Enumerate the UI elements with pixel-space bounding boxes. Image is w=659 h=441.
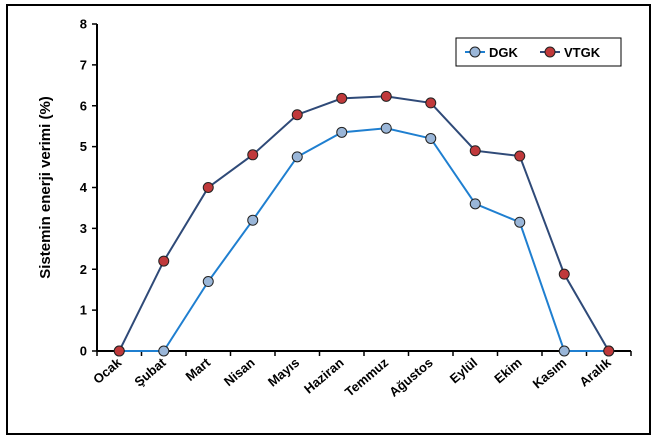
x-tick-label: Kasım [530,355,570,392]
x-tick-label: Mayıs [265,355,302,390]
y-tick-label: 8 [80,17,87,32]
y-tick-label: 2 [80,262,87,277]
data-point [336,126,348,138]
y-tick-label: 3 [80,221,87,236]
data-point [380,90,392,102]
x-tick-label: Nisan [221,355,258,389]
x-tick-label: Şubat [131,354,169,389]
axes [96,24,631,352]
data-point [247,214,259,226]
data-point [291,151,303,163]
data-point [247,149,259,161]
legend-marker [544,46,556,58]
data-point [158,255,170,267]
data-point [514,150,526,162]
data-point [425,132,437,144]
x-tick-label: Ağustos [386,355,435,400]
series-line [119,127,609,352]
data-point [202,276,214,288]
series-line [118,95,610,352]
series-vtgk [113,90,615,357]
data-point [380,122,392,134]
y-tick-label: 5 [80,139,87,154]
y-tick-label: 7 [80,57,87,72]
x-tick-label: Eylül [447,355,480,386]
data-point [469,145,481,157]
x-tick-label: Ocak [90,354,125,386]
data-point [558,268,570,280]
data-point [158,345,170,357]
x-tick-label: Aralık [576,354,614,389]
data-point [113,345,125,357]
data-point [558,345,570,357]
y-tick-label: 4 [80,180,88,195]
data-point [514,216,526,228]
y-tick-label: 1 [80,303,87,318]
legend-marker [469,46,481,58]
series-layer [113,90,615,357]
x-tick-label: Ekim [491,355,524,386]
data-point [336,92,348,104]
x-tick-label: Temmuz [342,354,392,399]
x-tick-label: Mart [183,354,214,384]
legend: DGK VTGK [455,37,622,67]
legend-label: VTGK [564,45,601,60]
x-axis-ticks: Ocak Şubat Mart Nisan MayısHaziranTemmuzAğus… [90,351,632,400]
data-point [469,198,481,210]
data-point [603,345,615,357]
data-point [291,109,303,121]
data-point [202,182,214,193]
y-tick-label: 0 [80,344,87,359]
y-axis-ticks: 0 1 2 3 4 5 6 7 8 [80,17,97,359]
data-point [425,97,437,109]
y-tick-label: 6 [80,98,87,113]
x-tick-label: Haziran [301,355,347,397]
y-axis-label: Sistemin enerji verimi (%) [37,96,54,279]
legend-label: DGK [489,45,519,60]
series-dgk [113,122,615,357]
